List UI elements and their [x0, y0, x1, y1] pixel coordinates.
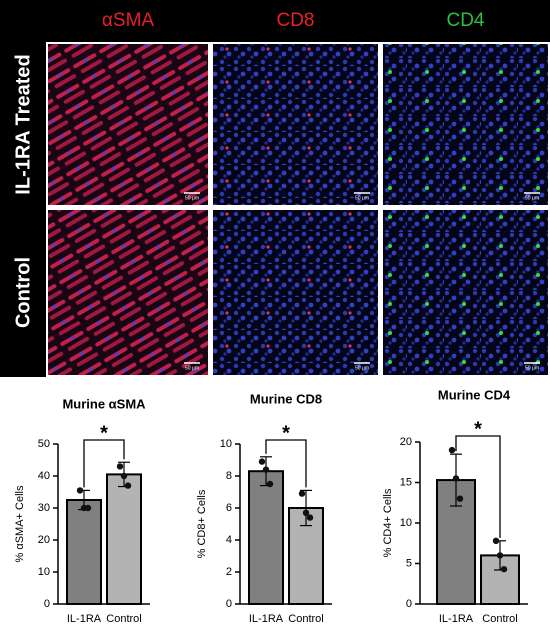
- significance-bracket: [265, 439, 307, 488]
- y-tick-label: 0: [406, 598, 412, 610]
- significance-bracket: [455, 435, 501, 538]
- scale-bar-label: 50 μm: [525, 365, 539, 371]
- y-tick-label: 50: [38, 438, 50, 450]
- data-point: [120, 472, 128, 480]
- significance-bracket: [83, 439, 125, 488]
- micrograph: [213, 44, 378, 205]
- y-tick-label: 10: [38, 566, 50, 578]
- row-label: Control: [12, 257, 34, 328]
- y-tick-label: 0: [226, 598, 232, 610]
- chart-title: Murine αSMA: [62, 396, 146, 411]
- x-tick-label: IL-1RA: [439, 613, 474, 625]
- data-point: [496, 552, 504, 559]
- y-tick-label: 30: [38, 502, 50, 514]
- x-tick-label: Control: [482, 613, 517, 625]
- data-point: [500, 565, 508, 573]
- bar: [106, 473, 142, 605]
- y-tick-label: 4: [226, 534, 232, 546]
- micrograph: [213, 210, 378, 375]
- data-point: [76, 487, 84, 494]
- data-point: [258, 458, 266, 465]
- x-tick-label: Control: [106, 613, 141, 625]
- significance-mark: *: [100, 422, 108, 444]
- significance-mark: *: [474, 418, 482, 440]
- y-tick-label: 6: [226, 502, 232, 514]
- scale-bar-label: 50 μm: [525, 195, 539, 201]
- x-tick-label: Control: [288, 613, 323, 625]
- y-axis-label: % αSMA+ Cells: [14, 485, 26, 562]
- y-tick-label: 10: [220, 438, 232, 450]
- y-tick-label: 20: [400, 436, 412, 448]
- data-point: [298, 490, 306, 497]
- y-tick-label: 40: [38, 470, 50, 482]
- header-bar: [0, 0, 550, 42]
- y-tick-label: 10: [400, 517, 412, 529]
- data-point: [262, 466, 270, 473]
- data-point: [306, 514, 314, 521]
- row-label: IL-1RA Treated: [12, 54, 34, 194]
- micrograph: [48, 210, 208, 375]
- column-label: αSMA: [102, 10, 154, 31]
- y-axis-label: % CD8+ Cells: [196, 489, 208, 558]
- y-tick-label: 0: [44, 598, 50, 610]
- significance-mark: *: [282, 422, 290, 444]
- data-point: [452, 475, 460, 482]
- data-point: [456, 495, 464, 502]
- y-tick-label: 8: [226, 470, 232, 482]
- scale-bar-label: 50 μm: [185, 365, 199, 371]
- scale-bar-label: 50 μm: [355, 365, 369, 371]
- column-label: CD8: [276, 10, 314, 31]
- data-point: [84, 504, 92, 512]
- y-axis-label: % CD4+ Cells: [382, 488, 394, 557]
- micrograph: [383, 210, 548, 375]
- bar: [248, 470, 284, 606]
- y-tick-label: 15: [400, 476, 412, 488]
- row-bar: [0, 42, 46, 377]
- column-label: CD4: [446, 10, 484, 31]
- bar: [66, 499, 102, 605]
- chart-title: Murine CD4: [438, 387, 511, 402]
- data-point: [302, 509, 310, 516]
- scale-bar-label: 50 μm: [185, 195, 199, 201]
- y-tick-label: 20: [38, 534, 50, 546]
- chart-title: Murine CD8: [250, 391, 322, 406]
- x-tick-label: IL-1RA: [67, 613, 102, 625]
- y-tick-label: 5: [406, 557, 412, 569]
- data-point: [492, 537, 500, 545]
- data-point: [266, 480, 274, 488]
- micrograph: [383, 44, 548, 205]
- data-point: [448, 446, 456, 454]
- scale-bar-label: 50 μm: [355, 195, 369, 201]
- data-point: [124, 482, 132, 489]
- data-point: [116, 463, 124, 470]
- y-tick-label: 2: [226, 566, 232, 578]
- micrograph: [48, 44, 208, 205]
- x-tick-label: IL-1RA: [249, 613, 284, 625]
